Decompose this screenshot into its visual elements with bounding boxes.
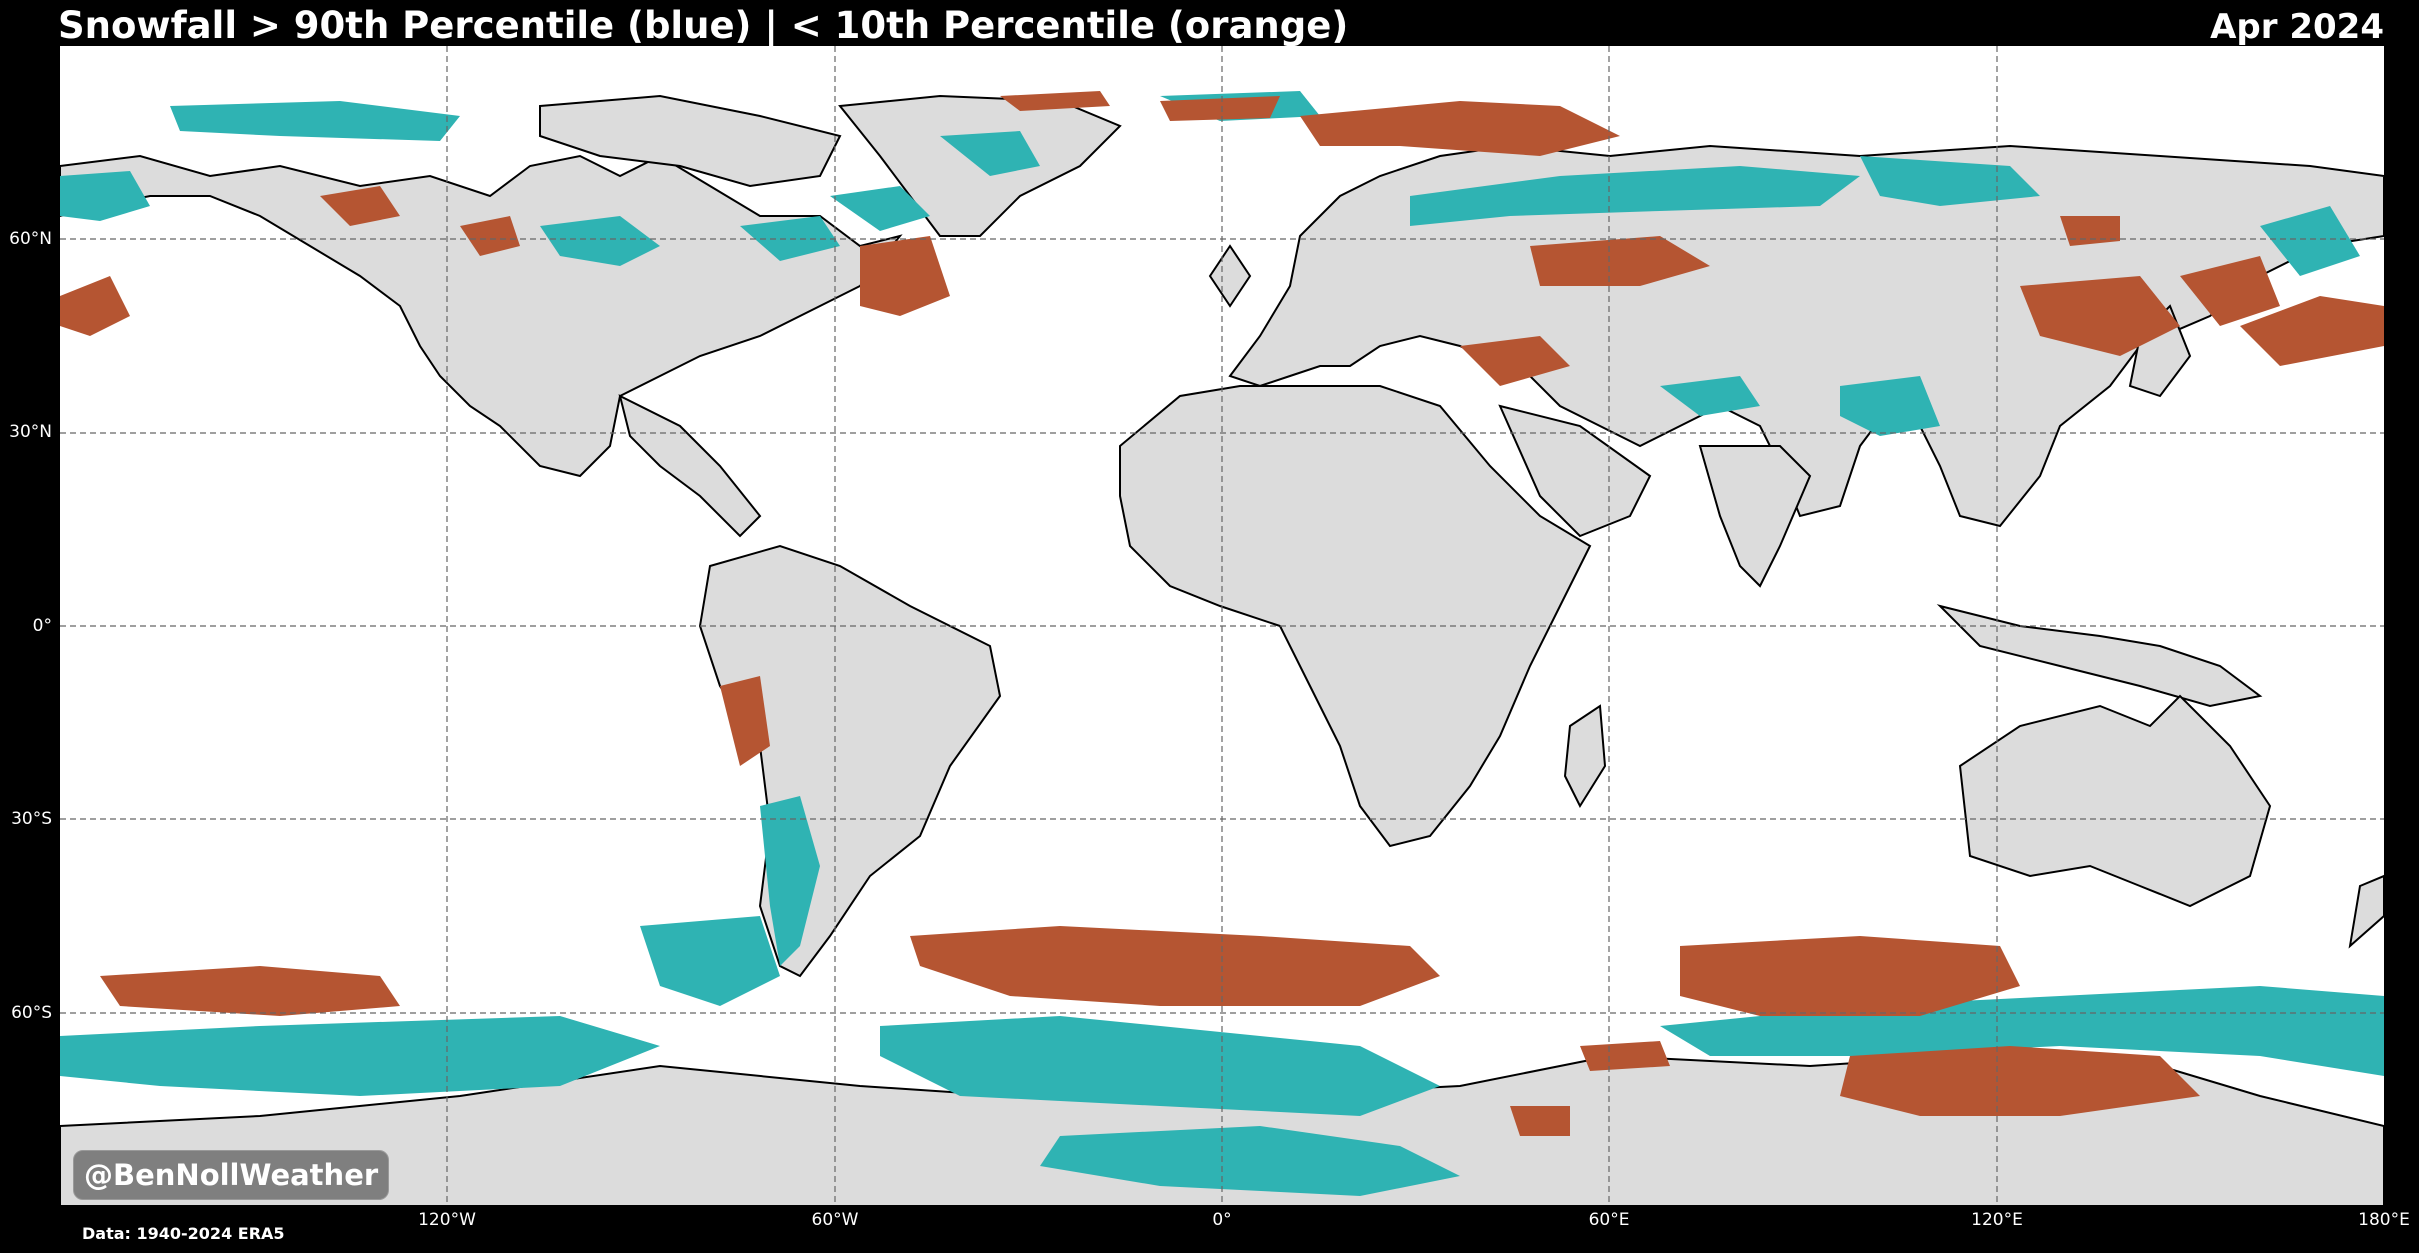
lat-label-30n: 30°N [9, 422, 52, 442]
below-10th-percentile-areas [60, 91, 2384, 1136]
arabia [1498, 404, 1652, 538]
lon-label-0: 0° [1212, 1210, 1232, 1230]
lat-label-60s: 60°S [11, 1003, 52, 1023]
watermark-badge: @BenNollWeather [73, 1150, 390, 1200]
data-source-note: Data: 1940-2024 ERA5 [82, 1224, 285, 1243]
madagascar [1563, 704, 1607, 809]
arctic-islands [539, 94, 842, 188]
australia [1958, 694, 2272, 908]
lon-label-60e: 60°E [1588, 1210, 1630, 1230]
lon-label-120e: 120°E [1971, 1210, 2023, 1230]
uk [1208, 244, 1252, 308]
north-america [60, 154, 903, 478]
central-america [618, 394, 762, 538]
new-zealand [2348, 874, 2384, 949]
southeast-asia-islands [1936, 604, 2263, 708]
land-masses [60, 94, 2384, 1206]
lon-label-60w: 60°W [811, 1210, 859, 1230]
lon-label-120w: 120°W [418, 1210, 476, 1230]
lat-label-0: 0° [32, 616, 52, 636]
lat-label-30s: 30°S [11, 809, 52, 829]
lon-label-180e: 180°E [2358, 1210, 2410, 1230]
map-title: Snowfall > 90th Percentile (blue) | < 10… [58, 4, 1349, 47]
graticule [60, 46, 2384, 1206]
world-map [60, 46, 2384, 1206]
india [1698, 445, 1812, 588]
lat-label-60n: 60°N [9, 229, 52, 249]
africa [1119, 385, 1592, 848]
map-date: Apr 2024 [2210, 7, 2384, 47]
